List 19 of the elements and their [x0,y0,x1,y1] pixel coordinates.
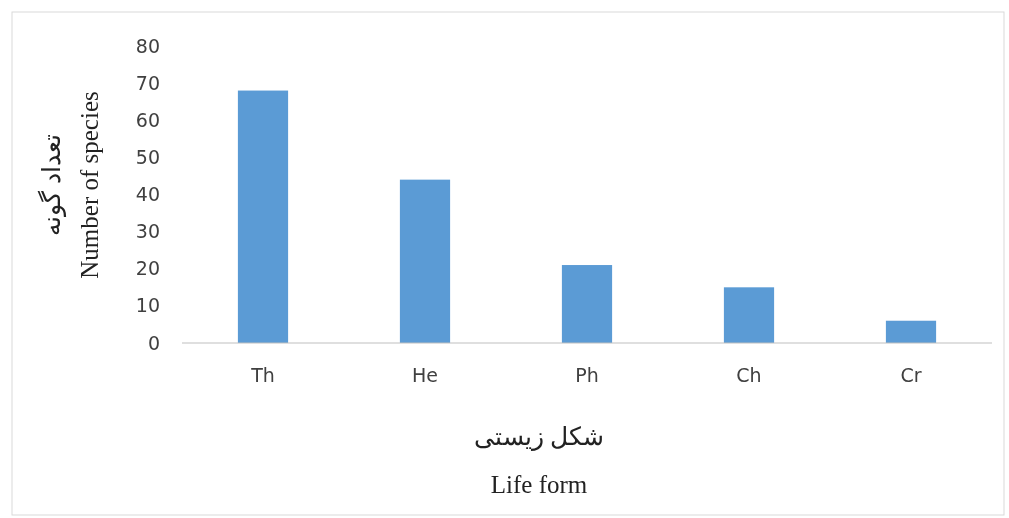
y-tick-label: 20 [135,257,160,280]
bar [399,179,451,343]
bar [885,320,937,343]
bar [561,265,613,343]
y-tick-label: 10 [135,294,160,317]
x-tick-label: Th [250,364,275,387]
x-tick-label: Ph [575,364,599,387]
x-tick-label: Ch [736,364,762,387]
y-tick-label: 40 [135,183,160,206]
y-tick-label: 0 [147,331,160,354]
x-tick-label: He [412,364,438,387]
y-tick-label: 50 [135,145,160,168]
bar [723,287,775,343]
x-tick-label: Cr [900,364,922,387]
bar [237,90,289,343]
y-tick-label: 80 [135,34,160,57]
y-tick-label: 60 [135,108,160,131]
y-tick-label: 30 [135,220,160,243]
y-tick-label: 70 [135,71,160,94]
